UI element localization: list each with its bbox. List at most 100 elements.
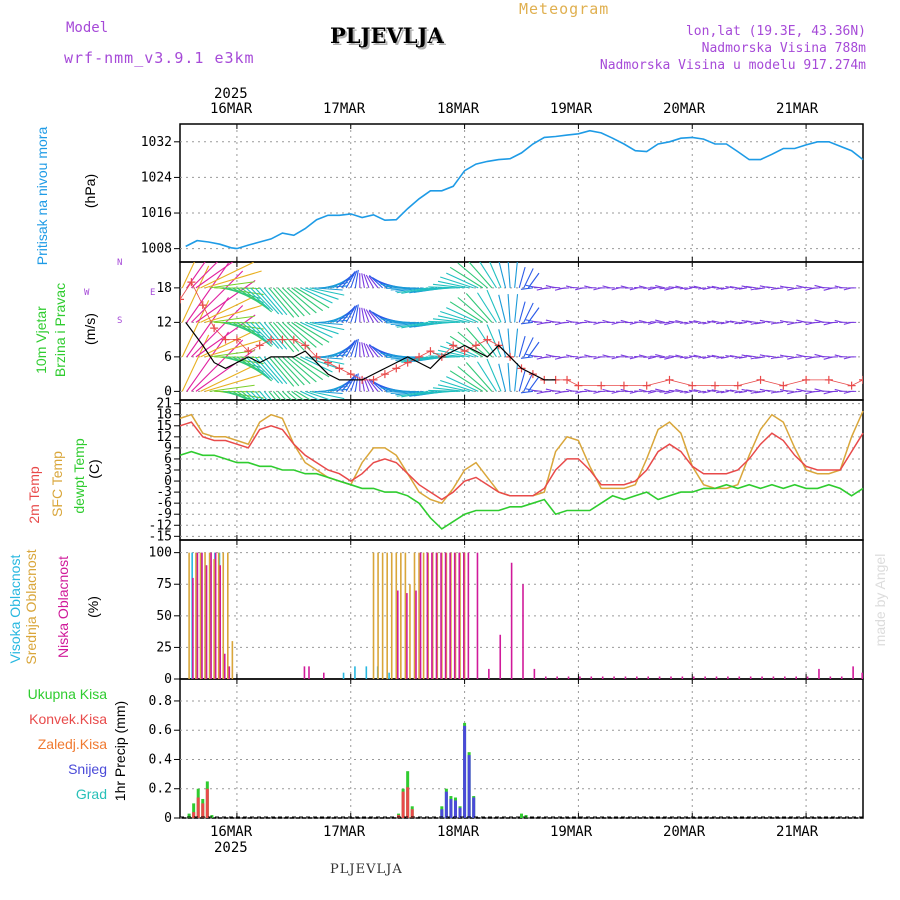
wind-arrow <box>432 352 465 358</box>
wind-arrow <box>300 356 333 373</box>
wind-arrow <box>282 390 293 400</box>
legend-snow: Snijeg <box>68 761 107 777</box>
product-title: Meteogram <box>519 0 610 18</box>
wind-arrow <box>440 276 474 289</box>
wind-arrow <box>395 390 424 396</box>
wind-arrow <box>518 370 526 392</box>
wind-arrow <box>720 287 729 290</box>
precip-bar <box>406 787 410 818</box>
bottom-year-label: 2025 <box>214 840 248 856</box>
wind-arrow <box>428 389 461 392</box>
wind-arrow <box>309 356 345 365</box>
wind-arrow <box>697 356 706 359</box>
wind-arrow <box>277 287 305 317</box>
wind-arrow <box>354 373 359 392</box>
bottom-day-label: 19MAR <box>550 824 593 840</box>
temp-2m-line <box>179 421 864 501</box>
wind-arrow <box>440 310 474 323</box>
wind-arrow <box>465 293 493 323</box>
wind-arrow <box>693 320 702 323</box>
wind-arrow <box>241 321 272 347</box>
wind-arrow <box>457 297 488 323</box>
wind-arrow <box>638 285 647 289</box>
precip-bar <box>196 797 200 818</box>
sfc-temp-line <box>179 410 864 505</box>
wind-arrow <box>245 287 270 310</box>
wind-arrow <box>800 355 811 358</box>
wind-arrow <box>186 262 229 323</box>
wind-arrow <box>550 320 561 323</box>
wind-arrow <box>309 287 345 296</box>
wind-arrow <box>523 371 534 392</box>
wind-arrow <box>291 321 324 346</box>
wind-arrow <box>664 287 675 291</box>
wind-arrow <box>527 272 540 289</box>
wind-arrow <box>259 391 268 400</box>
wind-arrow <box>725 389 734 392</box>
footer-station: PLJEVLJA <box>330 862 403 877</box>
wind-arrow <box>541 321 552 324</box>
precip-bar <box>410 809 414 818</box>
wind-arrow <box>514 363 519 392</box>
wind-arrow <box>305 356 339 369</box>
wind-arrow <box>368 309 383 323</box>
wind-arrow <box>688 355 697 358</box>
wind-arrow <box>263 356 288 385</box>
wind-arrow <box>697 321 706 325</box>
wind-arrow <box>559 287 570 290</box>
wind-arrow <box>437 280 470 289</box>
wind-arrow <box>437 349 470 358</box>
wind-arrow <box>277 356 305 386</box>
wind-arrow <box>507 262 511 288</box>
wind-arrow <box>305 287 339 300</box>
wind-arrow <box>638 354 647 358</box>
wind-arrow <box>498 262 507 289</box>
wind-arrow <box>300 390 321 400</box>
precip-bar <box>201 803 205 818</box>
y-tick-label: 18 <box>156 408 172 423</box>
wind-arrow <box>755 287 766 290</box>
wind-arrow <box>300 287 333 304</box>
pressure-series-line <box>185 129 864 250</box>
bottom-day-label: 21MAR <box>776 824 819 840</box>
wind-arrow <box>477 361 497 392</box>
wind-arrow <box>250 390 260 400</box>
dewpt-temp-line <box>179 450 864 530</box>
wind-arrow <box>809 390 820 393</box>
wind-arrow <box>650 321 661 323</box>
wind-arrow <box>729 354 738 358</box>
y-tick-label: 0 <box>164 474 172 489</box>
wind-arrow <box>200 365 254 392</box>
wind-arrow <box>675 320 684 323</box>
y-tick-label: 18 <box>156 281 172 296</box>
wind-arrow <box>520 287 533 290</box>
wind-arrow <box>432 318 465 323</box>
y-tick-label: 50 <box>156 609 172 624</box>
wind-arrow <box>766 355 775 358</box>
bottom-day-label: 18MAR <box>437 824 480 840</box>
wind-arrow <box>361 307 365 323</box>
wind-arrow <box>250 356 274 380</box>
wind-arrow <box>295 356 330 378</box>
y-tick-label: 0.4 <box>149 752 173 767</box>
wind-arrow <box>195 348 256 392</box>
wind-arrow <box>809 356 820 359</box>
wind-arrow <box>241 390 254 400</box>
wind-arrow <box>716 287 725 290</box>
wind-arrow <box>268 391 277 400</box>
wind-arrow <box>520 356 533 359</box>
wind-arrow <box>204 374 262 392</box>
y-tick-label: 21 <box>156 397 172 412</box>
wind-arrow <box>200 262 254 289</box>
wind-arrow <box>272 287 300 318</box>
wind-arrow <box>729 320 738 323</box>
wind-arrow <box>800 286 811 289</box>
wind-arrow <box>498 294 507 323</box>
wind-arrow <box>638 319 647 323</box>
wind-arrow <box>209 281 255 289</box>
wind-arrow <box>647 356 656 360</box>
wind-arrow <box>518 301 526 323</box>
legend-conv-rain: Konvek.Kisa <box>29 711 107 727</box>
wind-arrow <box>341 374 356 392</box>
